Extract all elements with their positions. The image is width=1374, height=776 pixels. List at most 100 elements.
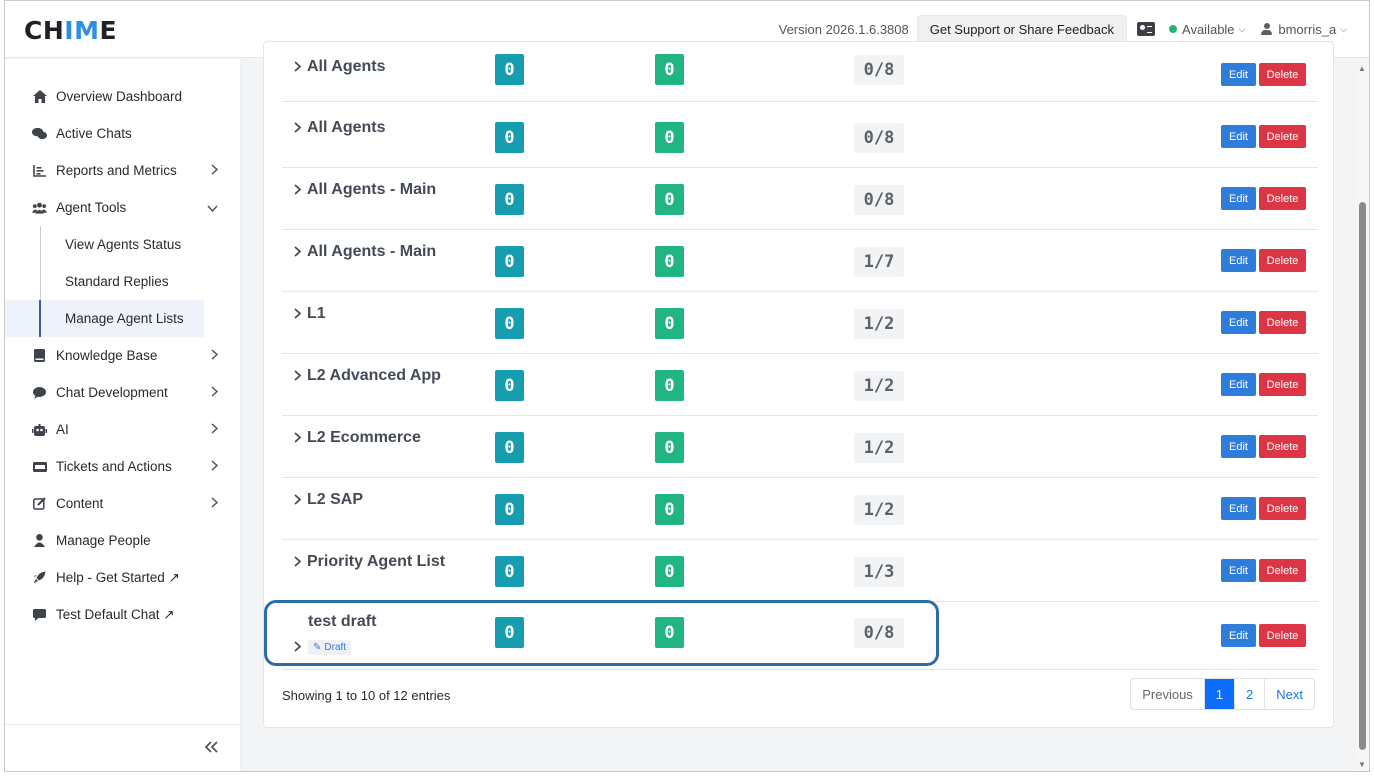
count-badge-green: 0 bbox=[655, 370, 684, 401]
expand-chevron-icon[interactable] bbox=[294, 639, 302, 656]
version-label: Version 2026.1.6.3808 bbox=[778, 21, 909, 37]
ticket-icon bbox=[32, 459, 47, 474]
chevron-down-icon bbox=[207, 200, 218, 215]
edit-button[interactable]: Edit bbox=[1221, 373, 1256, 396]
sidebar-item-label: Overview Dashboard bbox=[56, 89, 183, 104]
chevron-right-icon bbox=[211, 496, 219, 511]
delete-button[interactable]: Delete bbox=[1259, 187, 1306, 210]
expand-chevron-icon[interactable] bbox=[294, 368, 302, 385]
availability-label: Available bbox=[1182, 21, 1235, 37]
sidebar-item-test-default-chat[interactable]: Test Default Chat ↗ bbox=[5, 596, 240, 633]
list-name[interactable]: All Agents bbox=[294, 58, 386, 76]
user-menu[interactable]: bmorris_a ⌵ bbox=[1261, 22, 1347, 37]
sidebar-item-chat-development[interactable]: Chat Development bbox=[5, 374, 240, 411]
edit-button[interactable]: Edit bbox=[1221, 624, 1256, 647]
sidebar-item-ai[interactable]: AI bbox=[5, 411, 240, 448]
sidebar-item-tickets-and-actions[interactable]: Tickets and Actions bbox=[5, 448, 240, 485]
status-dot-icon bbox=[1169, 25, 1178, 33]
edit-button[interactable]: Edit bbox=[1221, 435, 1256, 458]
id-card-icon[interactable] bbox=[1137, 22, 1156, 36]
sidebar-item-knowledge-base[interactable]: Knowledge Base bbox=[5, 337, 240, 374]
list-name[interactable]: L1 bbox=[294, 305, 326, 323]
edit-button[interactable]: Edit bbox=[1221, 63, 1256, 86]
collapse-sidebar-icon[interactable] bbox=[204, 736, 218, 759]
list-name[interactable]: All Agents bbox=[294, 119, 386, 137]
list-name-label: L2 Ecommerce bbox=[307, 429, 421, 446]
edit-button[interactable]: Edit bbox=[1221, 559, 1256, 582]
delete-button[interactable]: Delete bbox=[1259, 311, 1306, 334]
delete-button[interactable]: Delete bbox=[1259, 249, 1306, 272]
delete-button[interactable]: Delete bbox=[1259, 373, 1306, 396]
expand-chevron-icon[interactable] bbox=[294, 120, 302, 137]
sidebar-item-label: Help - Get Started ↗ bbox=[56, 569, 180, 585]
delete-button[interactable]: Delete bbox=[1259, 435, 1306, 458]
expand-chevron-icon[interactable] bbox=[294, 182, 302, 199]
robot-icon bbox=[32, 422, 47, 437]
edit-button[interactable]: Edit bbox=[1221, 497, 1256, 520]
expand-chevron-icon[interactable] bbox=[294, 554, 302, 571]
sidebar-item-active-chats[interactable]: Active Chats bbox=[5, 115, 240, 152]
sidebar-item-label: Content bbox=[56, 496, 104, 511]
sidebar-item-manage-people[interactable]: Manage People bbox=[5, 522, 240, 559]
draft-badge: ✎ Draft bbox=[308, 640, 352, 655]
list-name[interactable]: L2 SAP bbox=[294, 491, 363, 509]
list-name-label: L2 Advanced App bbox=[307, 367, 441, 384]
delete-button[interactable]: Delete bbox=[1259, 559, 1306, 582]
scrollbar-thumb[interactable] bbox=[1359, 202, 1366, 750]
scroll-down-icon[interactable]: ▼ bbox=[1358, 760, 1366, 769]
list-name[interactable]: L2 Advanced App bbox=[294, 367, 441, 385]
sidebar-item-content[interactable]: Content bbox=[5, 485, 240, 522]
chime-logo[interactable]: CHIME bbox=[24, 16, 118, 45]
edit-button[interactable]: Edit bbox=[1221, 311, 1256, 334]
scroll-up-icon[interactable]: ▲ bbox=[1358, 64, 1366, 73]
sidebar-item-manage-agent-lists[interactable]: Manage Agent Lists bbox=[5, 300, 204, 337]
agent-ratio: 0/8 bbox=[854, 185, 904, 215]
edit-icon bbox=[32, 496, 47, 511]
sidebar-item-overview-dashboard[interactable]: Overview Dashboard bbox=[5, 78, 240, 115]
pagination-previous[interactable]: Previous bbox=[1142, 686, 1193, 702]
home-icon bbox=[32, 89, 47, 104]
sidebar-item-reports-and-metrics[interactable]: Reports and Metrics bbox=[5, 152, 240, 189]
expand-chevron-icon[interactable] bbox=[294, 492, 302, 509]
edit-button[interactable]: Edit bbox=[1221, 187, 1256, 210]
draft-row-highlight bbox=[264, 600, 939, 666]
sidebar-item-label: Tickets and Actions bbox=[56, 459, 172, 474]
list-name[interactable]: All Agents - Main bbox=[294, 181, 436, 199]
expand-chevron-icon[interactable] bbox=[294, 430, 302, 447]
message-icon bbox=[32, 607, 47, 622]
list-name-label: All Agents - Main bbox=[307, 181, 437, 198]
count-badge-teal: 0 bbox=[495, 494, 524, 525]
edit-button[interactable]: Edit bbox=[1221, 125, 1256, 148]
pagination-next[interactable]: Next bbox=[1264, 679, 1314, 709]
page-scrollbar[interactable]: ▲ ▼ bbox=[1356, 59, 1369, 771]
pagination-page-1[interactable]: 1 bbox=[1203, 679, 1235, 709]
list-name[interactable]: All Agents - Main bbox=[294, 243, 436, 261]
chevron-down-icon: ⌵ bbox=[1340, 23, 1347, 34]
sidebar-item-agent-tools[interactable]: Agent Tools bbox=[5, 189, 240, 226]
list-name: test draft bbox=[308, 613, 377, 630]
delete-button[interactable]: Delete bbox=[1259, 497, 1306, 520]
delete-button[interactable]: Delete bbox=[1259, 125, 1306, 148]
sidebar-item-standard-replies[interactable]: Standard Replies bbox=[65, 274, 169, 289]
delete-button[interactable]: Delete bbox=[1259, 63, 1306, 86]
edit-button[interactable]: Edit bbox=[1221, 249, 1256, 272]
list-name-label: All Agents bbox=[307, 119, 386, 136]
table-row: All Agents - Main 0 0 0/8 Edit Delete bbox=[282, 168, 1318, 230]
users-icon bbox=[32, 200, 47, 215]
pagination: Previous 1 2 Next bbox=[1130, 678, 1315, 710]
list-name[interactable]: L2 Ecommerce bbox=[294, 429, 421, 447]
pagination-page-2[interactable]: 2 bbox=[1234, 679, 1264, 709]
delete-button[interactable]: Delete bbox=[1259, 624, 1306, 647]
count-badge-green: 0 bbox=[655, 494, 684, 525]
sidebar-item-help-get-started[interactable]: Help - Get Started ↗ bbox=[5, 559, 240, 596]
list-name-label: L2 SAP bbox=[307, 491, 364, 508]
sidebar-item-view-agents-status[interactable]: View Agents Status bbox=[65, 237, 182, 252]
expand-chevron-icon[interactable] bbox=[294, 59, 302, 76]
count-badge-teal: 0 bbox=[495, 432, 524, 463]
expand-chevron-icon[interactable] bbox=[294, 306, 302, 323]
availability-dropdown[interactable]: Available ⌵ bbox=[1169, 22, 1245, 37]
sidebar: Overview Dashboard Active Chats Reports … bbox=[5, 59, 241, 771]
list-name[interactable]: Priority Agent List bbox=[294, 553, 445, 571]
expand-chevron-icon[interactable] bbox=[294, 244, 302, 261]
agent-ratio: 0/8 bbox=[854, 55, 904, 85]
